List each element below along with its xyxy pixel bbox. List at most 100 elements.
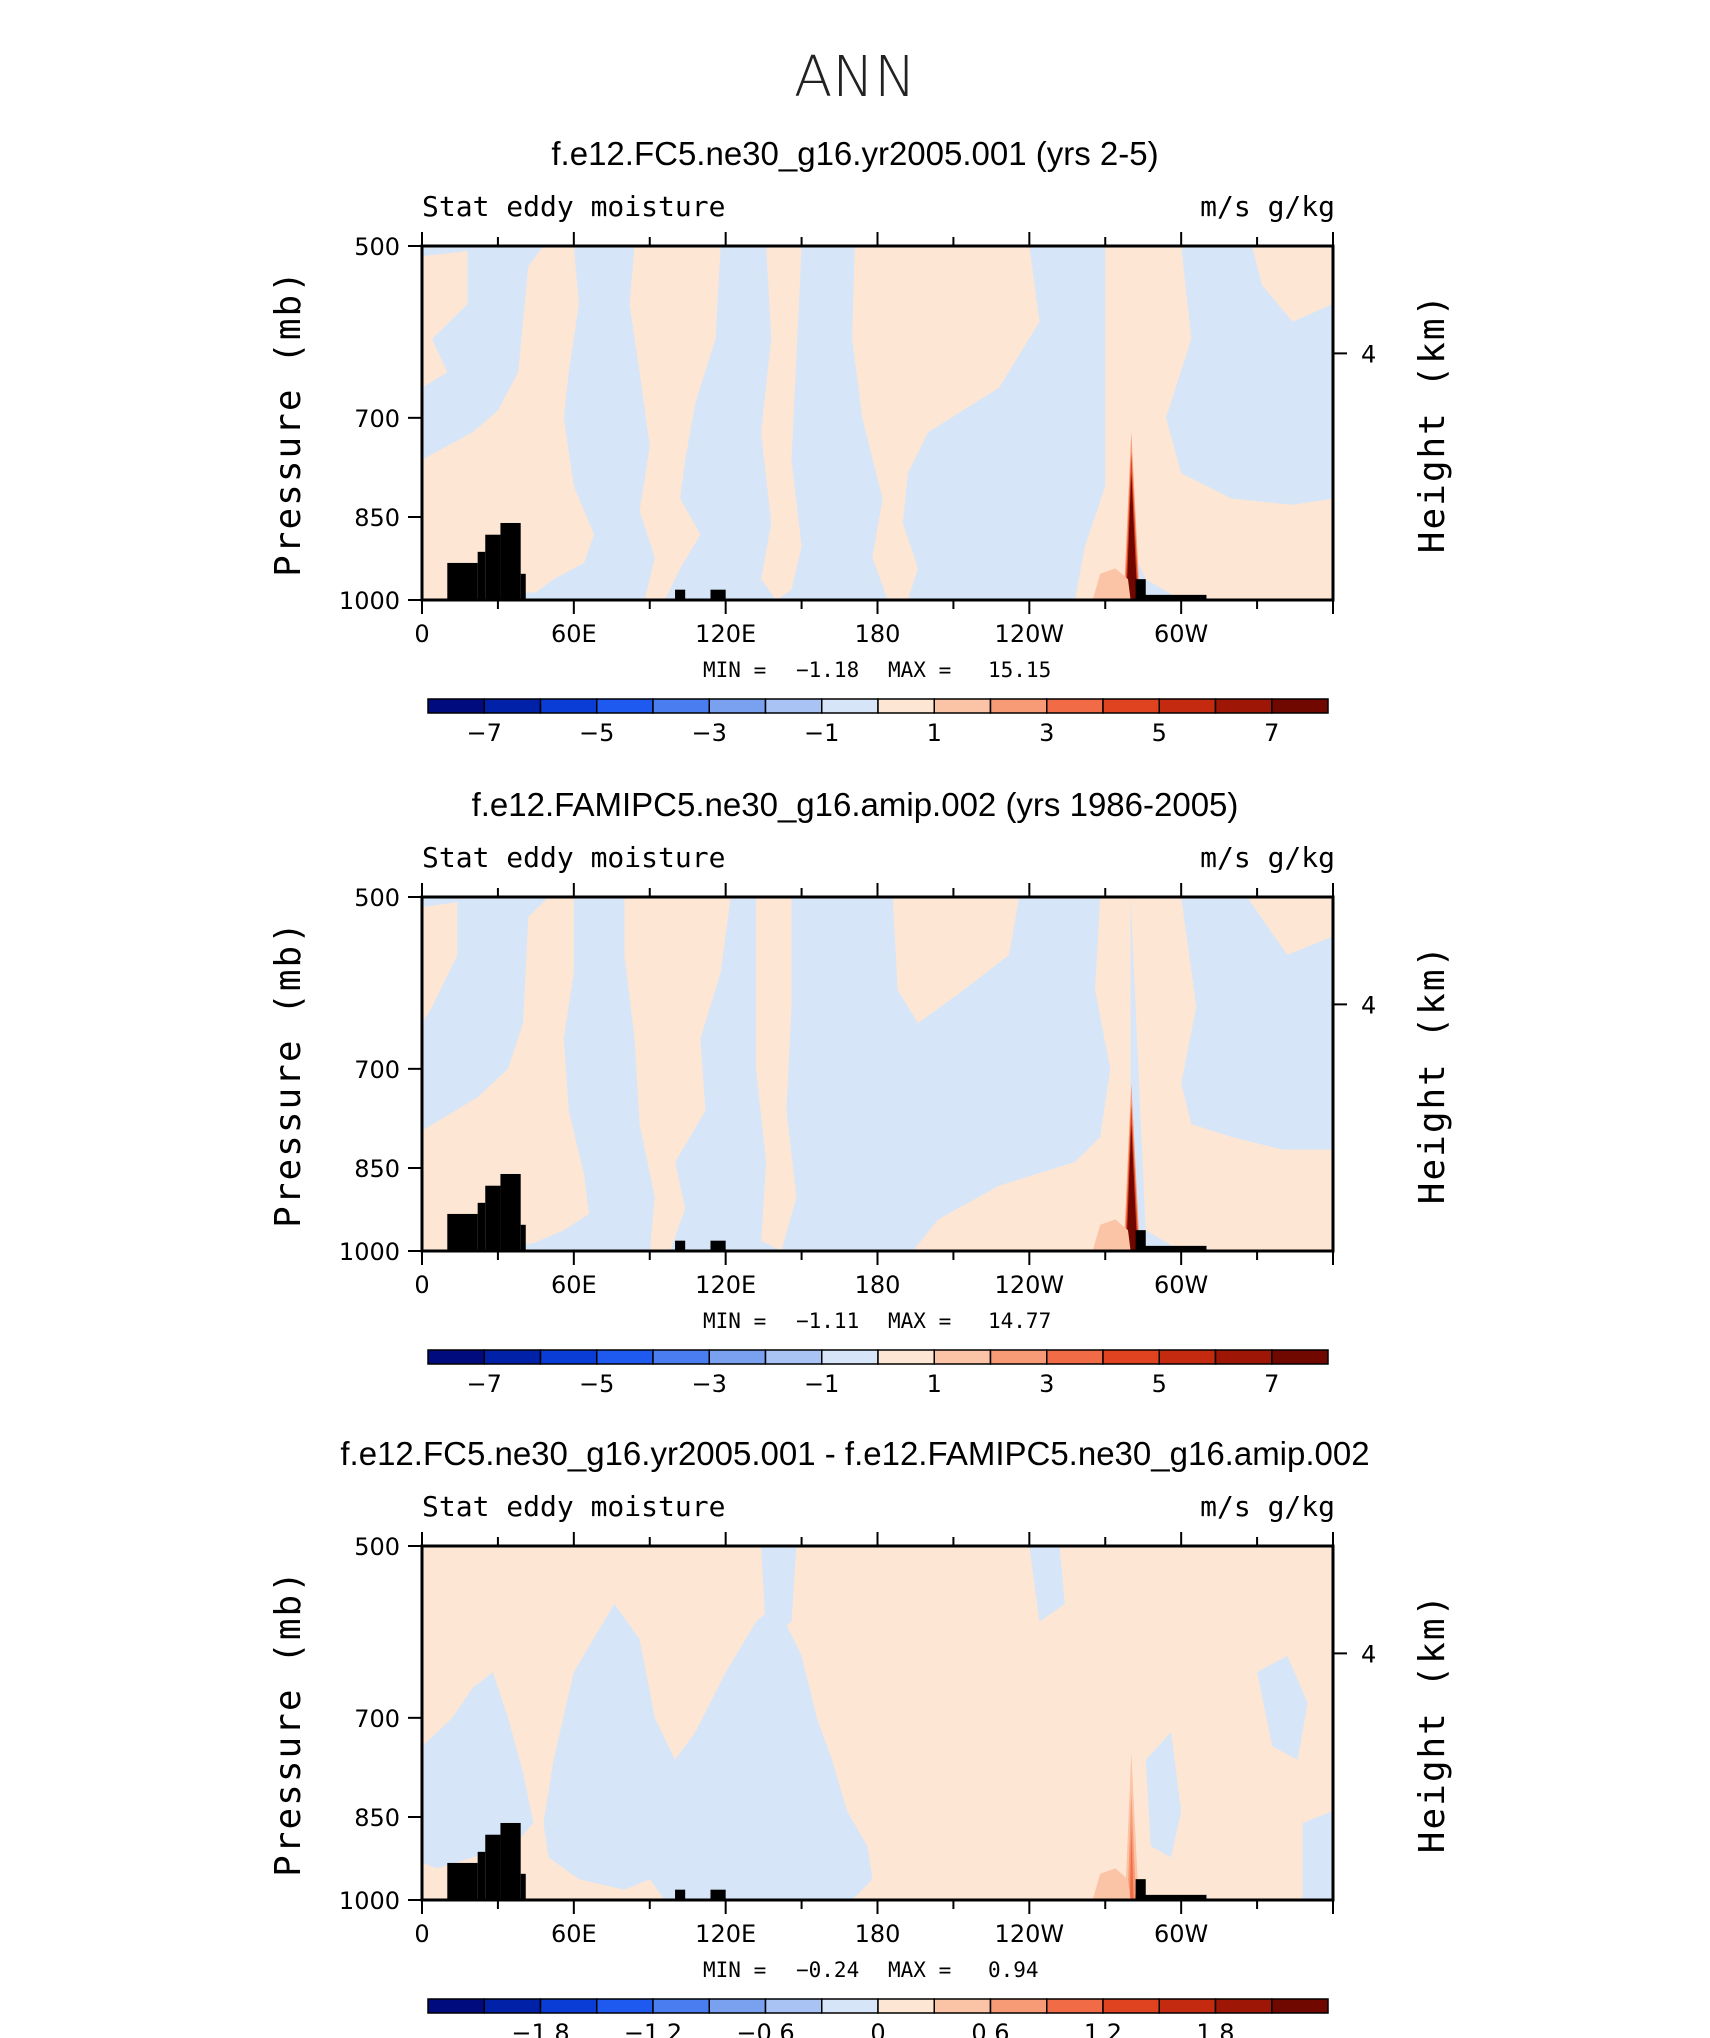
land-mask-6 <box>675 1240 686 1251</box>
colorbar-box <box>877 698 935 714</box>
colorbar-tick-label: 5 <box>1152 719 1167 747</box>
colorbar-tick-label: 7 <box>1264 1370 1279 1398</box>
y-tick-label: 850 <box>354 1804 400 1832</box>
colorbar: −7 −5 −3 −1 1 3 5 7 <box>427 1349 1329 1398</box>
warm-blob <box>1092 1868 1131 1900</box>
colorbar-box <box>1158 698 1217 714</box>
y-axis-label: Pressure (mb) <box>268 1569 309 1877</box>
positive-region-7 <box>1130 246 1333 600</box>
panels-container: f.e12.FC5.ne30_g16.yr2005.001 (yrs 2-5) S… <box>268 135 1453 2038</box>
panel-left-label: Stat eddy moisture <box>422 190 725 223</box>
colorbar-box <box>877 1998 935 2014</box>
colorbar-box <box>1158 1349 1217 1365</box>
land-mask-7 <box>710 589 726 600</box>
negative-region-5 <box>1145 1732 1182 1858</box>
x-tick-label: 0 <box>414 1271 429 1299</box>
land-mask-9 <box>1135 594 1207 600</box>
land-mask-4 <box>500 522 521 600</box>
positive-region-8 <box>1247 897 1333 955</box>
colorbar-box <box>933 1349 992 1365</box>
land-mask-2 <box>477 551 486 600</box>
colorbar-box <box>1102 698 1160 714</box>
land-mask-6 <box>675 589 686 600</box>
colorbar-tick-label: 0.6 <box>971 2019 1009 2038</box>
colorbar-box <box>1214 1349 1273 1365</box>
land-mask-7 <box>710 1889 726 1900</box>
negative-region-7 <box>1302 1811 1333 1900</box>
colorbar-box <box>764 1349 823 1365</box>
x-tick-label: 180 <box>855 1920 901 1948</box>
y-tick-label: 700 <box>354 1056 400 1084</box>
colorbar-box <box>1271 1998 1329 2014</box>
min-value: −1.18 <box>796 658 859 682</box>
colorbar-box <box>427 1349 485 1365</box>
colorbar-box <box>933 698 992 714</box>
y-axis-label-right: Height (km) <box>1412 944 1453 1204</box>
x-tick-label: 60E <box>551 1920 597 1948</box>
y-tick-label: 700 <box>354 1705 400 1733</box>
x-tick-label: 120W <box>995 1271 1065 1299</box>
colorbar-box <box>483 1349 542 1365</box>
warm-blob <box>1092 1219 1131 1251</box>
x-tick-label: 120W <box>995 1920 1065 1948</box>
colorbar-box <box>989 1349 1048 1365</box>
y-axis-label-right: Height (km) <box>1412 1593 1453 1853</box>
positive-region-8 <box>1252 246 1333 322</box>
colorbar-box <box>708 1349 767 1365</box>
land-mask-1 <box>447 1213 478 1251</box>
colorbar-box <box>933 1998 992 2014</box>
max-label: MAX = <box>888 658 951 682</box>
y-tick-label: 1000 <box>339 1887 400 1915</box>
min-label: MIN = <box>703 1309 766 1333</box>
x-tick-label: 0 <box>414 620 429 648</box>
colorbar-box <box>708 698 767 714</box>
colorbar-box <box>1046 698 1104 714</box>
colorbar-tick-label: 1.8 <box>1196 2019 1234 2038</box>
colorbar-tick-label: −1 <box>804 719 839 747</box>
panel-1: f.e12.FC5.ne30_g16.yr2005.001 (yrs 2-5) S… <box>268 135 1453 747</box>
y-tick-label: 500 <box>354 233 400 261</box>
positive-region-5 <box>852 246 1040 600</box>
x-tick-label: 60W <box>1154 1271 1208 1299</box>
x-tick-label: 60W <box>1154 1920 1208 1948</box>
colorbar-tick-label: 7 <box>1264 719 1279 747</box>
colorbar-tick-label: −5 <box>579 1370 614 1398</box>
colorbar-box <box>764 1998 823 2014</box>
colorbar-box <box>652 1349 710 1365</box>
land-mask-3 <box>485 1185 501 1251</box>
y-right-tick-label: 4 <box>1361 340 1376 368</box>
land-mask-5 <box>520 1224 526 1251</box>
min-value: −0.24 <box>796 1958 859 1982</box>
colorbar-tick-label: −5 <box>579 719 614 747</box>
colorbar-box <box>1046 1349 1104 1365</box>
colorbar-box <box>764 698 823 714</box>
positive-region-3 <box>629 246 721 600</box>
max-label: MAX = <box>888 1309 951 1333</box>
y-right-tick-label: 4 <box>1361 1640 1376 1668</box>
positive-region-7 <box>1130 897 1333 1251</box>
x-tick-label: 180 <box>855 1271 901 1299</box>
positive-region-6 <box>1074 246 1131 600</box>
spike-level-6 <box>1130 1828 1134 1900</box>
colorbar-box <box>539 698 598 714</box>
land-mask-8 <box>1135 1230 1146 1251</box>
negative-region-2 <box>543 1603 873 1900</box>
x-tick-label: 0 <box>414 1920 429 1948</box>
positive-region-1 <box>422 902 458 1024</box>
y-tick-label: 850 <box>354 504 400 532</box>
colorbar-box <box>652 698 710 714</box>
colorbar-box <box>821 1998 879 2014</box>
land-mask-9 <box>1135 1894 1207 1900</box>
y-tick-label: 700 <box>354 405 400 433</box>
land-mask-7 <box>710 1240 726 1251</box>
positive-region-5 <box>892 897 1020 1024</box>
max-label: MAX = <box>888 1958 951 1982</box>
panel-left-label: Stat eddy moisture <box>422 1490 725 1523</box>
plot-area: 0 60E 120E 180 120W 60W 500 700 850 1000 4 <box>339 232 1376 648</box>
figure-title: ANN <box>794 45 916 110</box>
colorbar-box <box>1271 1349 1329 1365</box>
plot-area: 0 60E 120E 180 120W 60W 500 700 850 1000 4 <box>339 883 1376 1299</box>
colorbar-tick-label: −7 <box>467 719 502 747</box>
positive-region-4 <box>761 246 802 600</box>
